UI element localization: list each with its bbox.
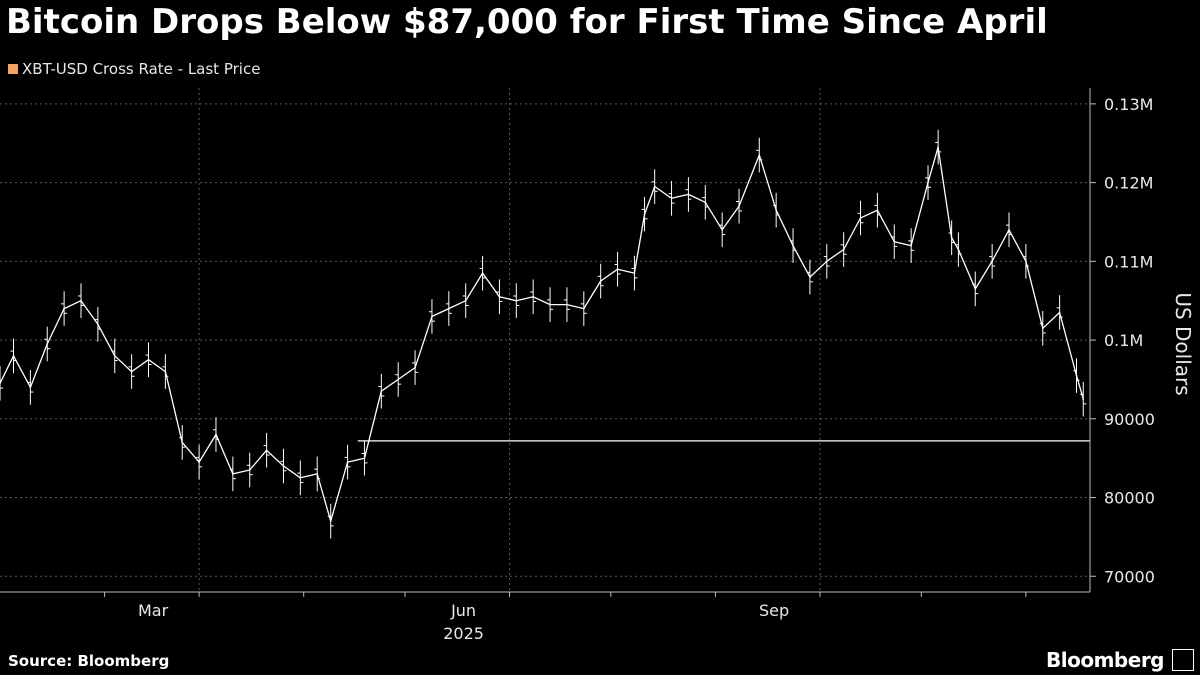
data-point [147,358,150,361]
data-point [363,457,366,459]
data-point [232,473,234,475]
data-point [498,295,501,298]
x-year-label: 2025 [443,624,484,643]
data-point [198,461,200,463]
data-point [97,323,99,326]
bloomberg-logo-icon [1172,649,1194,671]
data-point [248,469,251,471]
data-point [937,146,939,148]
data-point [215,433,217,436]
data-point [130,370,133,373]
data-point [464,299,467,302]
legend: XBT-USD Cross Rate - Last Price [8,60,260,78]
data-point [316,473,319,475]
data-point [825,260,828,263]
data-point [809,276,811,278]
data-point [299,477,302,479]
data-point [448,307,450,310]
data-point [481,272,484,274]
data-point [63,307,65,310]
data-point [633,272,636,274]
data-point [616,268,619,271]
axis-layer: 0.13M 0.12M 0.11M 0.1M 90000 80000 70000 Mar Jun… [0,88,1195,643]
y-tick-label: 0.11M [1104,252,1153,271]
y-tick-label: 70000 [1104,567,1155,586]
data-point [12,355,15,357]
series-line [0,146,1084,522]
data-point [643,213,646,215]
data-point [1041,327,1044,330]
data-point [549,303,551,306]
data-point [704,201,707,204]
data-point [164,370,167,373]
data-point [670,197,673,200]
data-point [974,288,977,290]
x-tick-label: Mar [138,601,169,620]
data-point [113,355,116,357]
data-point [1025,260,1027,263]
data-point [876,209,879,211]
data-point [265,449,268,452]
data-point [282,465,285,467]
brand-wordmark: Bloomberg [1046,648,1164,672]
data-point [29,386,32,389]
x-tick-label: Jun [450,601,476,620]
y-axis-title: US Dollars [1171,292,1195,395]
data-point [380,390,383,393]
data-point [515,299,518,302]
data-point [893,240,896,243]
data-point [1008,229,1010,231]
data-point [46,343,49,345]
data-point [181,441,184,444]
data-point [431,315,433,318]
data-point [927,181,929,184]
data-point [1075,374,1078,377]
y-tick-label: 90000 [1104,410,1155,429]
data-point [653,185,656,188]
data-point [1082,398,1085,400]
y-tick-label: 0.1M [1104,331,1143,350]
x-tick-label: Sep [759,601,789,620]
legend-label: XBT-USD Cross Rate - Last Price [22,60,261,78]
data-point [1058,311,1061,314]
data-point [687,193,690,196]
data-point [950,236,953,239]
data-point [80,299,82,302]
data-point [991,260,993,263]
data-point [397,378,400,381]
grid-layer [0,88,1090,592]
y-tick-label: 80000 [1104,489,1155,508]
source-note: Source: Bloomberg [8,652,170,670]
y-tick-label: 0.13M [1104,95,1153,114]
data-point [599,280,602,282]
chart-title: Bitcoin Drops Below $87,000 for First Ti… [6,2,1048,42]
data-point [583,307,585,310]
data-point [775,209,777,211]
data-point [414,366,416,369]
data-point [346,461,349,463]
data-point [758,154,761,156]
data-point [859,217,862,219]
data-point [532,295,534,298]
data-point [792,244,794,247]
data-point [329,520,332,522]
data-point [910,244,912,247]
data-point [957,248,960,251]
data-point [721,229,723,231]
data-point [0,382,1,385]
legend-swatch [8,64,18,74]
y-tick-label: 0.12M [1104,174,1153,193]
data-point [842,248,845,251]
data-point [738,205,740,208]
data-point [566,303,568,306]
series-layer [0,129,1090,539]
